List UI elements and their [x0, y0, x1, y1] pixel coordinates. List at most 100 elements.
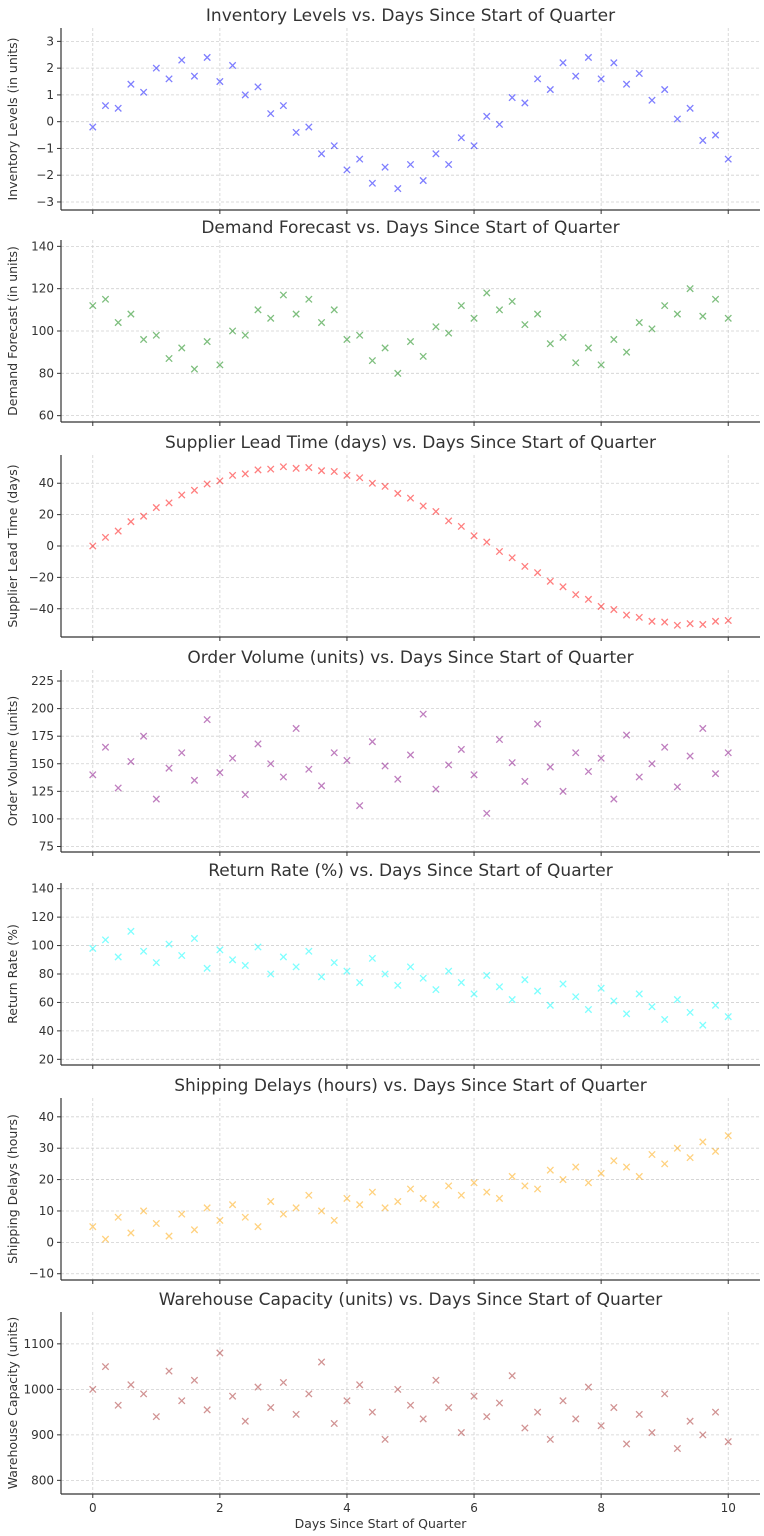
data-point	[419, 352, 427, 361]
subplot-title: Return Rate (%) vs. Days Since Start of …	[208, 861, 612, 881]
data-point	[470, 314, 478, 322]
data-point	[635, 773, 643, 781]
data-point	[508, 1172, 516, 1181]
data-point	[521, 976, 529, 984]
data-point	[686, 1417, 694, 1425]
data-point	[686, 104, 694, 112]
y-tick-label: −2	[36, 168, 54, 182]
data-point	[457, 978, 465, 987]
data-point	[724, 1132, 732, 1140]
y-tick-label: 1000	[23, 1382, 54, 1396]
data-point	[114, 953, 122, 961]
y-tick-label: 40	[39, 1110, 54, 1124]
data-point	[559, 1397, 567, 1405]
data-point	[521, 1182, 529, 1190]
data-point	[368, 1408, 377, 1416]
data-point	[330, 749, 338, 757]
y-tick-label: 2	[46, 61, 54, 75]
data-point	[279, 773, 288, 781]
data-point	[546, 763, 554, 771]
data-point	[127, 80, 135, 88]
data-point	[190, 1226, 199, 1234]
data-point	[572, 72, 580, 80]
data-point	[635, 1410, 643, 1419]
data-point	[381, 1204, 389, 1212]
data-point	[330, 1419, 338, 1428]
data-point	[152, 958, 160, 967]
data-point	[279, 953, 288, 961]
data-point	[101, 936, 110, 944]
data-point	[127, 1229, 135, 1237]
data-point	[356, 155, 364, 163]
data-point	[127, 310, 135, 318]
y-tick-label: 0	[46, 1235, 54, 1249]
data-point	[584, 1383, 593, 1391]
data-point	[368, 356, 377, 365]
data-point	[559, 59, 567, 67]
data-point	[114, 1213, 122, 1221]
data-point	[305, 463, 313, 472]
y-tick-label: 60	[39, 409, 54, 423]
y-tick-label: 120	[31, 282, 54, 296]
data-point	[178, 344, 186, 352]
y-tick-label: 75	[39, 839, 54, 853]
data-point	[559, 980, 567, 988]
data-point	[178, 749, 186, 757]
data-point	[610, 795, 618, 803]
data-point	[444, 1182, 453, 1190]
data-point	[406, 160, 415, 169]
data-point	[406, 494, 415, 502]
data-point	[228, 61, 237, 70]
data-point	[686, 620, 694, 628]
subplot-2: 60 80 100 120 140 Demand Forecast vs. Days Si…	[5, 218, 760, 426]
y-tick-label: 80	[39, 967, 54, 981]
data-point	[559, 1175, 567, 1184]
data-point	[432, 785, 440, 793]
data-point	[711, 295, 720, 303]
data-point	[610, 1157, 618, 1165]
y-axis-label: Supplier Lead Time (days)	[5, 464, 20, 627]
data-point	[317, 782, 326, 790]
data-point	[622, 348, 631, 356]
data-point	[165, 499, 173, 507]
data-point	[699, 1021, 707, 1029]
data-point	[699, 1138, 707, 1146]
data-point	[381, 163, 389, 171]
data-point	[572, 1415, 580, 1423]
data-point	[444, 517, 453, 525]
y-axis-label: Shipping Delays (hours)	[5, 1114, 20, 1264]
subplot-7: 800 900 1000 1100 0 2 4 6 8 10 Warehouse Capacity …	[5, 1290, 760, 1531]
data-point	[648, 1428, 656, 1437]
data-point	[394, 184, 402, 193]
data-point	[711, 770, 720, 778]
data-point	[419, 1415, 427, 1423]
data-point	[699, 312, 707, 320]
data-point	[216, 1349, 224, 1357]
y-tick-label: 120	[31, 910, 54, 924]
data-point	[203, 480, 211, 488]
data-point	[152, 795, 160, 803]
data-point	[597, 602, 605, 611]
data-point	[546, 1166, 554, 1174]
data-point	[495, 735, 504, 744]
data-point	[444, 160, 453, 169]
data-point	[457, 1191, 465, 1199]
data-point	[152, 64, 160, 72]
data-point	[470, 1392, 478, 1400]
data-point	[317, 1207, 326, 1215]
data-point	[330, 142, 338, 150]
data-point	[597, 754, 605, 762]
data-point	[165, 354, 173, 363]
data-point	[139, 947, 148, 955]
data-point	[114, 318, 122, 327]
data-point	[178, 951, 186, 960]
data-point	[343, 756, 351, 765]
data-point	[673, 1444, 682, 1453]
data-point	[648, 1150, 656, 1159]
data-point	[356, 1381, 364, 1389]
data-point	[241, 331, 249, 339]
data-point	[584, 595, 593, 604]
data-point	[483, 112, 491, 120]
data-point	[203, 337, 211, 346]
data-point	[470, 142, 478, 150]
